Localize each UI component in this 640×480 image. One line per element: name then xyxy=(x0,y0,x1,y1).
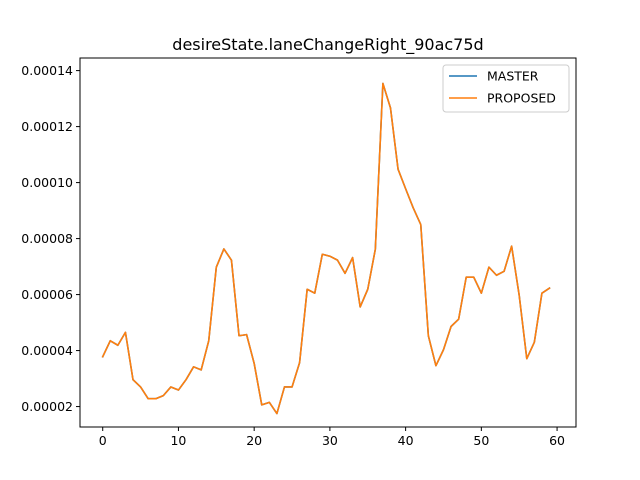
y-tick-label: 0.00002 xyxy=(21,399,73,414)
x-tick-label: 10 xyxy=(170,433,186,448)
y-tick-label: 0.00010 xyxy=(21,175,73,190)
series-line-proposed xyxy=(101,82,551,415)
x-tick-label: 50 xyxy=(473,433,489,448)
x-tick-label: 40 xyxy=(398,433,414,448)
series-layer xyxy=(101,82,551,415)
x-tick-label: 20 xyxy=(246,433,262,448)
x-tick-label: 0 xyxy=(99,433,107,448)
y-axis: 0.00002 0.00004 0.00006 0.00008 0.00010 0.000… xyxy=(21,63,80,414)
legend-label-master: MASTER xyxy=(487,69,539,84)
legend: MASTER PROPOSED xyxy=(442,64,570,113)
y-tick-label: 0.00004 xyxy=(21,343,73,358)
chart-title: desireState.laneChangeRight_90ac75d xyxy=(172,35,483,55)
x-tick-label: 30 xyxy=(322,433,338,448)
x-axis: 0 10 20 30 40 50 60 xyxy=(99,427,565,448)
y-tick-label: 0.00008 xyxy=(21,231,73,246)
legend-label-proposed: PROPOSED xyxy=(487,91,556,106)
y-tick-label: 0.00014 xyxy=(21,63,73,78)
x-tick-label: 60 xyxy=(549,433,565,448)
y-tick-label: 0.00006 xyxy=(21,287,73,302)
plot-frame xyxy=(79,57,577,428)
y-tick-label: 0.00012 xyxy=(21,119,73,134)
